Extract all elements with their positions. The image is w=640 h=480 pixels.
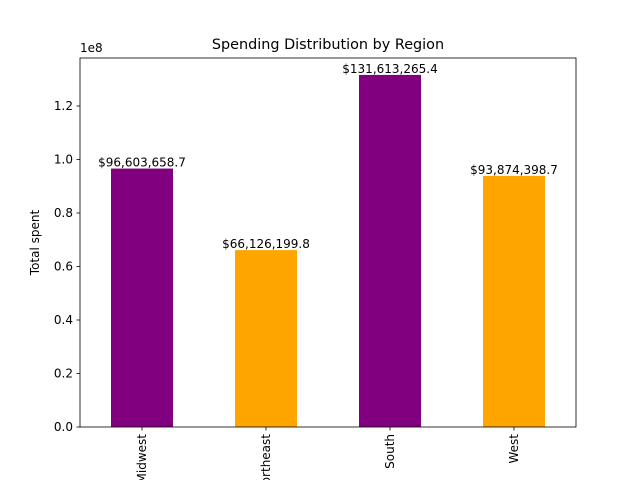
y-tick-label: 0.4 bbox=[54, 313, 73, 327]
x-tick-label-northeast: Northeast bbox=[259, 434, 273, 480]
bar-value-labels: $96,603,658.7 $66,126,199.8 $131,613,265.4… bbox=[98, 62, 558, 251]
plot-frame bbox=[79, 57, 577, 428]
y-axis-offset-label: 1e8 bbox=[80, 41, 103, 55]
bar-midwest bbox=[111, 168, 173, 427]
x-tick-labels: Midwest Northeast South West bbox=[135, 434, 521, 480]
y-tick-label: 0.2 bbox=[54, 366, 73, 380]
bars-layer bbox=[111, 74, 545, 428]
bar-west bbox=[483, 175, 545, 427]
bar-value-label-west: $93,874,398.7 bbox=[470, 163, 558, 177]
x-tick-label-midwest: Midwest bbox=[135, 434, 149, 480]
y-tick-label: 0.8 bbox=[54, 206, 73, 220]
y-tick-label: 1.2 bbox=[54, 99, 73, 113]
bar-value-label-midwest: $96,603,658.7 bbox=[98, 156, 186, 170]
y-tick-label: 1.0 bbox=[54, 152, 73, 166]
bar-northeast bbox=[235, 250, 297, 427]
ticks-layer: 0.0 0.2 0.4 0.6 0.8 1.0 1.2 bbox=[54, 99, 515, 434]
chart-title: Spending Distribution by Region bbox=[212, 37, 444, 53]
y-tick-label: 0.0 bbox=[54, 420, 73, 434]
y-tick-label: 0.6 bbox=[54, 259, 73, 273]
bar-south bbox=[359, 74, 421, 428]
x-tick-label-south: South bbox=[383, 434, 397, 469]
bar-value-label-south: $131,613,265.4 bbox=[342, 62, 437, 76]
y-axis-label: Total spent bbox=[28, 210, 42, 277]
x-tick-label-west: West bbox=[507, 434, 521, 464]
bar-value-label-northeast: $66,126,199.8 bbox=[222, 237, 310, 251]
